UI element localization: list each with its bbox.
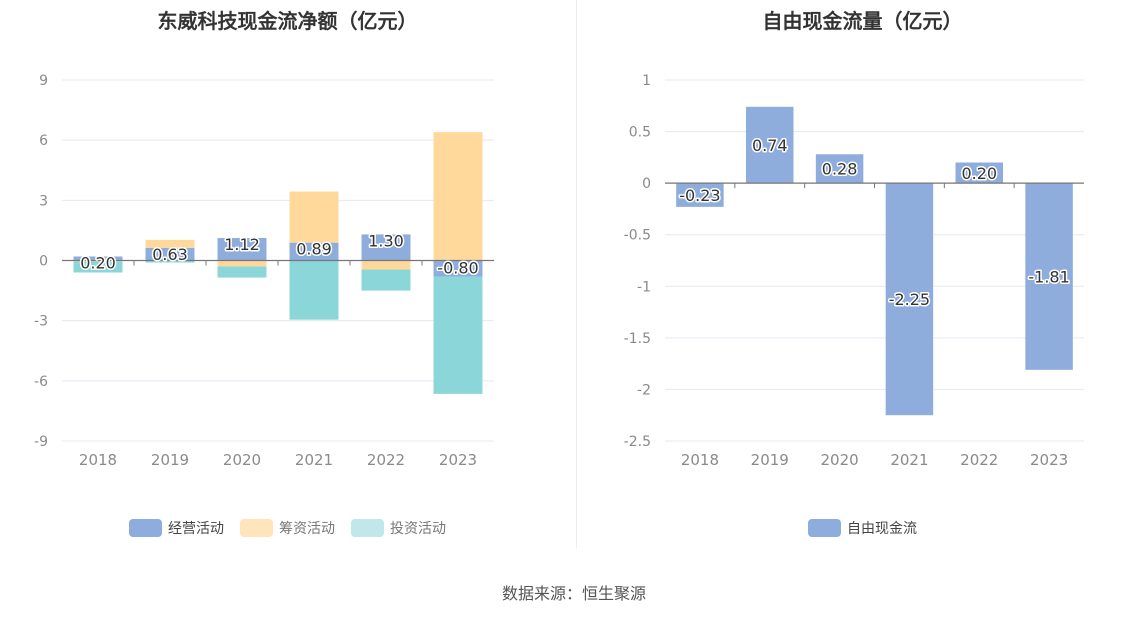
bar [145, 260, 195, 263]
y-tick-label: -9 [34, 434, 48, 450]
data-label: 1.12 [224, 235, 260, 254]
data-label: -0.23 [679, 186, 720, 205]
bar [289, 191, 339, 243]
y-tick-label: 9 [39, 73, 48, 89]
bar [145, 247, 195, 261]
y-tick-label: 1 [642, 73, 651, 89]
bar [145, 239, 195, 248]
bar [73, 256, 123, 261]
chart-legend: 经营活动 筹资活动 投资活动 [0, 518, 575, 538]
legend-item-operating[interactable]: 经营活动 [129, 518, 224, 538]
y-tick-label: -0.5 [624, 228, 651, 244]
x-tick-label: 2021 [295, 451, 333, 469]
data-label: 0.89 [296, 240, 332, 259]
cashflow-net-chart: 9 6 3 0 -3 -6 -9 0.20 0.63 1.12 0.89 1.30 -0.80 2018 2… [34, 73, 494, 469]
free-cashflow-chart-panel: 自由现金流量（亿元） 1 0.5 0 -0.5 -1 -1.5 -2 -2.5 -0.23 0.7… [577, 0, 1148, 560]
free-cashflow-chart: 1 0.5 0 -0.5 -1 -1.5 -2 -2.5 -0.23 0.74 0.28 -2.25 0… [624, 73, 1084, 469]
y-tick-label: 0 [39, 254, 48, 270]
data-label: 0.20 [80, 253, 116, 272]
x-tick-label: 2018 [681, 451, 719, 469]
data-label: -0.80 [437, 259, 478, 278]
bar [289, 260, 339, 320]
bar [885, 183, 934, 416]
y-tick-label: -2.5 [624, 434, 651, 450]
chart-legend: 自由现金流 [577, 518, 1148, 538]
y-tick-label: -6 [34, 374, 48, 390]
bar [217, 260, 267, 267]
y-tick-label: 0 [642, 176, 651, 192]
x-tick-label: 2023 [439, 451, 477, 469]
bar [217, 238, 267, 261]
legend-swatch [129, 519, 162, 537]
bar [217, 266, 267, 278]
legend-label: 经营活动 [168, 521, 224, 537]
legend-label: 筹资活动 [279, 521, 335, 537]
data-label: 1.30 [368, 231, 404, 250]
x-tick-label: 2021 [890, 451, 928, 469]
x-tick-label: 2018 [79, 451, 117, 469]
legend-swatch [351, 519, 384, 537]
bar [361, 234, 411, 261]
legend-label: 自由现金流 [847, 521, 917, 537]
chart-title: 自由现金流量（亿元） [762, 9, 963, 33]
x-tick-label: 2022 [960, 451, 998, 469]
data-label: -1.81 [1028, 267, 1069, 286]
y-tick-label: 3 [39, 193, 48, 209]
legend-item-free-cashflow[interactable]: 自由现金流 [808, 518, 917, 538]
bar [1025, 183, 1073, 370]
y-tick-label: -1 [637, 279, 651, 295]
legend-swatch [808, 519, 841, 537]
x-tick-label: 2022 [367, 451, 405, 469]
y-tick-label: -1.5 [624, 331, 651, 347]
bar [815, 154, 864, 184]
bar [433, 132, 483, 261]
y-tick-label: 0.5 [629, 125, 651, 141]
legend-label: 投资活动 [390, 521, 446, 537]
data-label: 0.63 [152, 245, 188, 264]
y-tick-label: -2 [637, 382, 651, 398]
y-tick-label: -3 [34, 314, 48, 330]
x-tick-label: 2020 [223, 451, 261, 469]
bar [289, 242, 339, 261]
y-tick-label: 6 [39, 133, 48, 149]
legend-item-financing[interactable]: 筹资活动 [240, 518, 335, 538]
bar [676, 183, 724, 207]
panel-divider [576, 0, 577, 548]
data-label: -2.25 [889, 290, 930, 309]
data-source: 数据来源：恒生聚源 [501, 584, 646, 603]
x-tick-label: 2020 [820, 451, 858, 469]
data-label: 0.28 [822, 160, 858, 179]
cashflow-net-chart-panel: 东威科技现金流净额（亿元） 9 6 3 0 -3 -6 -9 0.20 0.63 1.12 0.89… [0, 0, 575, 560]
legend-item-investing[interactable]: 投资活动 [351, 518, 446, 538]
bar [73, 261, 123, 273]
bar [361, 269, 411, 291]
bar [361, 260, 411, 270]
bar [433, 260, 483, 277]
bar [955, 162, 1003, 184]
bar [433, 276, 483, 394]
legend-swatch [240, 519, 273, 537]
x-tick-label: 2023 [1030, 451, 1068, 469]
chart-title: 东威科技现金流净额（亿元） [157, 9, 418, 33]
data-label: 0.20 [961, 164, 997, 183]
x-tick-label: 2019 [151, 451, 189, 469]
data-label: 0.74 [752, 136, 788, 155]
bar [746, 106, 794, 184]
x-tick-label: 2019 [751, 451, 789, 469]
